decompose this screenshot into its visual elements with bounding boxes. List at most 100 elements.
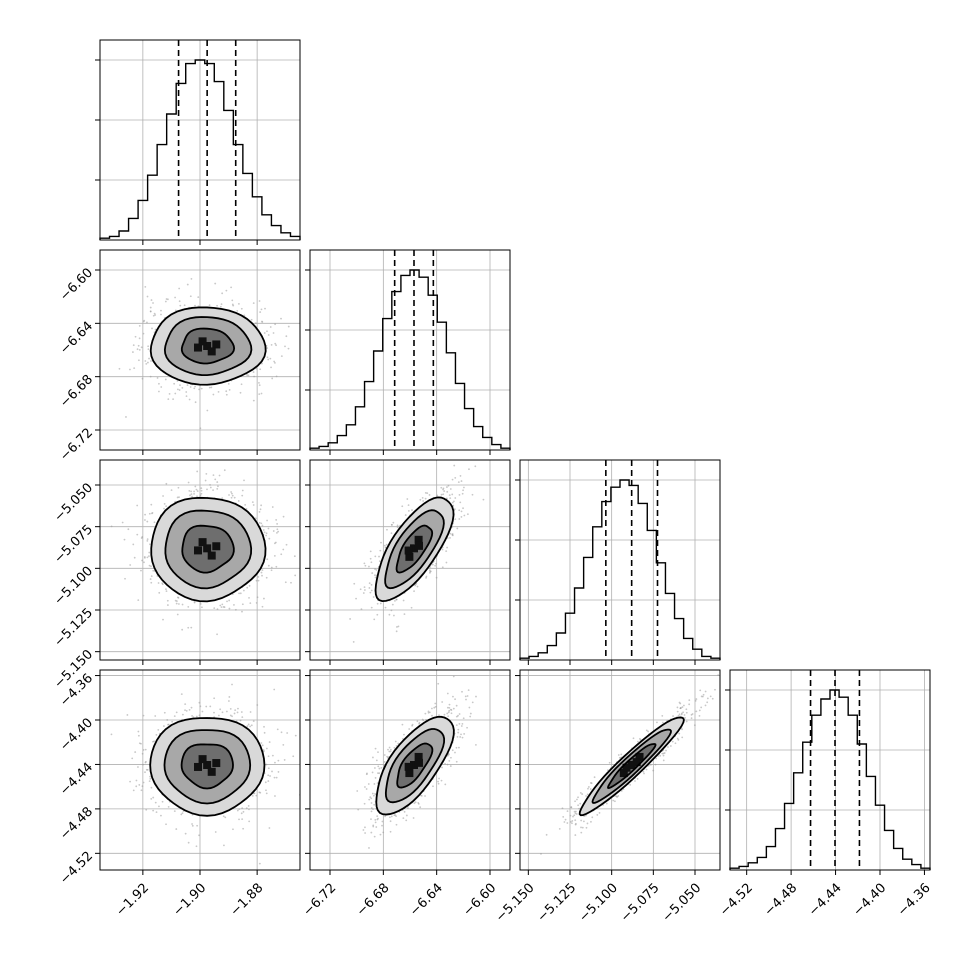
- sample-point: [263, 531, 266, 534]
- sample-point: [167, 723, 169, 726]
- contour-inner: [607, 743, 657, 789]
- y-tick-label: −6.68: [57, 372, 96, 411]
- sample-point: [233, 604, 235, 606]
- sample-point: [455, 746, 458, 749]
- sample-point: [142, 749, 145, 751]
- sample-point: [390, 815, 393, 818]
- sample-point: [221, 497, 224, 500]
- sample-point: [221, 292, 224, 295]
- sample-point: [449, 765, 452, 767]
- panel-3-3: [725, 669, 931, 875]
- contour-outer: [374, 496, 455, 603]
- sample-point: [263, 725, 265, 728]
- sample-point: [448, 703, 451, 706]
- sample-point: [153, 521, 156, 524]
- core-cell-4: [198, 755, 207, 764]
- sample-point: [367, 783, 370, 785]
- contour-inner: [396, 742, 434, 789]
- sample-point: [277, 771, 280, 773]
- x-tick-label: −1.88: [228, 881, 267, 920]
- sample-point: [201, 606, 203, 609]
- sample-point: [267, 755, 270, 758]
- sample-point: [158, 591, 161, 594]
- sample-point: [274, 761, 276, 764]
- sample-point: [413, 802, 416, 805]
- sample-point: [445, 550, 448, 553]
- sample-point: [446, 706, 449, 709]
- sample-point: [282, 515, 285, 518]
- sample-point: [180, 693, 183, 696]
- sample-point: [451, 533, 454, 535]
- sample-point: [254, 517, 257, 520]
- sample-point: [144, 513, 146, 516]
- sample-point: [174, 309, 177, 312]
- sample-point: [152, 302, 154, 304]
- sample-point: [228, 599, 231, 602]
- sample-point: [355, 597, 357, 600]
- sample-point: [149, 777, 152, 780]
- sample-point: [573, 814, 576, 817]
- sample-point: [209, 705, 212, 708]
- sample-point: [192, 716, 195, 719]
- core-cell-3: [404, 546, 413, 555]
- core-cell-1: [203, 544, 212, 553]
- sample-point: [422, 500, 425, 502]
- sample-point: [701, 695, 704, 698]
- x-tick-label: −6.72: [300, 881, 339, 920]
- sample-point: [195, 488, 198, 491]
- histogram-step-2: [519, 479, 721, 660]
- sample-point: [144, 748, 147, 751]
- sample-point: [405, 814, 408, 817]
- sample-point: [388, 816, 391, 819]
- sample-point: [620, 789, 623, 792]
- sample-point: [694, 699, 697, 702]
- core-cell-4: [198, 538, 207, 547]
- sample-point: [461, 722, 464, 725]
- sample-point: [153, 740, 156, 743]
- sample-point: [379, 602, 382, 605]
- sample-point: [280, 317, 282, 320]
- sample-point: [440, 779, 443, 782]
- sample-point: [589, 788, 592, 790]
- sample-point: [461, 690, 463, 693]
- core-cell-2: [212, 759, 221, 768]
- sample-point: [589, 782, 592, 784]
- sample-point: [228, 494, 230, 496]
- sample-point: [378, 772, 381, 775]
- sample-point: [397, 625, 400, 628]
- sample-point: [236, 809, 239, 812]
- sample-point: [230, 286, 233, 289]
- sample-point: [198, 388, 200, 391]
- sample-point: [377, 751, 379, 754]
- sample-point: [460, 733, 462, 736]
- sample-point: [376, 815, 379, 818]
- sample-point: [190, 490, 193, 493]
- sample-point: [252, 399, 255, 402]
- sample-point: [434, 705, 437, 708]
- sample-point: [274, 323, 277, 326]
- sample-point: [591, 816, 594, 819]
- sample-point: [376, 818, 379, 821]
- sample-point: [359, 588, 362, 591]
- sample-point: [259, 368, 262, 371]
- sample-point: [165, 298, 168, 300]
- sample-point: [269, 357, 272, 360]
- sample-point: [142, 781, 145, 784]
- sample-point: [634, 780, 636, 782]
- sample-point: [389, 820, 392, 823]
- core-cell-0: [194, 762, 202, 771]
- histogram-step-0: [99, 59, 301, 240]
- sample-point: [146, 295, 149, 298]
- sample-point: [463, 733, 466, 735]
- sample-point: [228, 700, 230, 702]
- sample-point: [285, 543, 288, 546]
- sample-point: [294, 574, 297, 577]
- sample-point: [566, 810, 569, 812]
- sample-point: [200, 387, 203, 390]
- sample-point: [255, 794, 258, 797]
- sample-point: [196, 824, 199, 827]
- sample-point: [571, 820, 574, 822]
- sample-point: [372, 808, 374, 811]
- sample-point: [463, 514, 466, 517]
- sample-point: [406, 498, 409, 500]
